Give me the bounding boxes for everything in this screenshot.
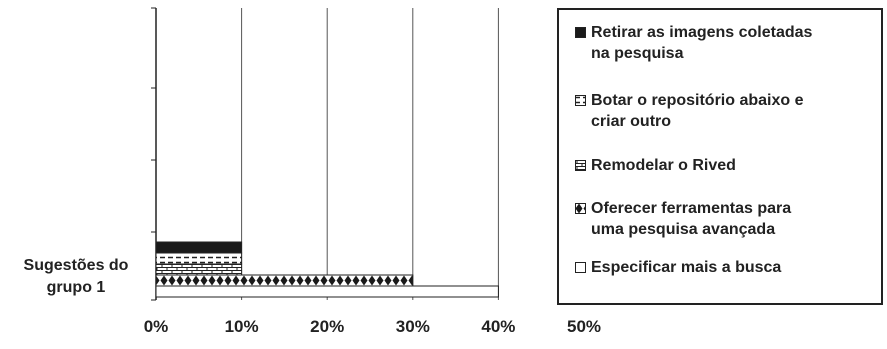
legend-label: Oferecer ferramentas para uma pesquisa av… <box>591 200 792 238</box>
legend-swatch <box>575 27 586 38</box>
x-tick-label: 0% <box>144 317 169 336</box>
bar-2 <box>155 252 243 265</box>
x-tick-label: 40% <box>481 317 515 336</box>
legend-swatch <box>575 160 586 171</box>
category-axis: Sugestões do grupo 1 <box>24 257 129 296</box>
x-tick-label: 30% <box>396 317 430 336</box>
category-label: grupo 1 <box>47 279 106 296</box>
legend-swatch <box>575 95 586 106</box>
bar-5 <box>155 285 499 298</box>
legend-swatch <box>575 203 586 214</box>
legend-item: Especificar mais a busca <box>575 257 875 278</box>
legend-label: Botar o repositório abaixo e criar outro <box>591 92 804 130</box>
x-axis: 0% 10% 20% 30% 40% 50% <box>144 317 601 336</box>
bars-group <box>155 241 499 298</box>
legend: Retirar as imagens coletadas na pesquisa B… <box>557 8 883 305</box>
category-label: Sugestões do <box>24 257 129 274</box>
bar-3 <box>155 263 243 276</box>
legend-swatch <box>575 262 586 273</box>
legend-label: Especificar mais a busca <box>591 259 782 276</box>
legend-item: Remodelar o Rived <box>575 155 875 176</box>
legend-item: Botar o repositório abaixo e criar outro <box>575 90 875 132</box>
legend-label: Remodelar o Rived <box>591 157 736 174</box>
bar-1 <box>155 241 243 254</box>
x-tick-label: 10% <box>225 317 259 336</box>
bar-4 <box>155 274 414 287</box>
legend-item: Oferecer ferramentas para uma pesquisa av… <box>575 198 875 240</box>
legend-item: Retirar as imagens coletadas na pesquisa <box>575 22 875 64</box>
legend-label: Retirar as imagens coletadas na pesquisa <box>591 24 813 62</box>
x-tick-label: 50% <box>567 317 601 336</box>
x-tick-label: 20% <box>310 317 344 336</box>
